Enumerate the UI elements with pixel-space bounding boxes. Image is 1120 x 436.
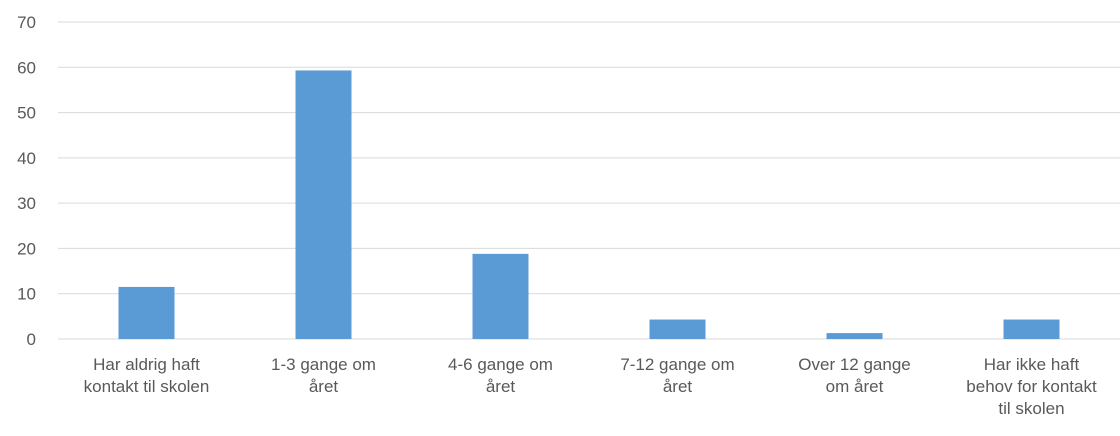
y-axis-tick-labels: 0 10 20 30 40 50 60 70 bbox=[17, 13, 36, 349]
x-category-label-line: Over 12 gange bbox=[798, 355, 910, 374]
x-category-label: Har aldrig haft kontakt til skolen bbox=[84, 355, 210, 396]
y-tick-label: 70 bbox=[17, 13, 36, 32]
x-category-label-line: 7-12 gange om bbox=[620, 355, 734, 374]
y-tick-label: 40 bbox=[17, 149, 36, 168]
x-category-label-line: året bbox=[663, 377, 693, 396]
bars bbox=[118, 70, 1060, 339]
x-category-label-line: 4-6 gange om bbox=[448, 355, 553, 374]
y-tick-label: 20 bbox=[17, 239, 36, 258]
x-category-label: 1-3 gange om året bbox=[271, 355, 376, 396]
gridlines bbox=[58, 21, 1120, 340]
x-category-label-line: 1-3 gange om bbox=[271, 355, 376, 374]
x-category-label: 7-12 gange om året bbox=[620, 355, 734, 396]
x-category-label-line: om året bbox=[826, 377, 884, 396]
y-tick-label: 50 bbox=[17, 104, 36, 123]
bar-6 bbox=[1003, 319, 1060, 339]
x-category-label: 4-6 gange om året bbox=[448, 355, 553, 396]
x-category-label-line: til skolen bbox=[998, 399, 1064, 418]
x-category-label-line: året bbox=[309, 377, 339, 396]
y-tick-label: 10 bbox=[17, 285, 36, 304]
x-category-label: Har ikke haft behov for kontakt til skolen bbox=[966, 355, 1097, 418]
x-category-label-line: Har aldrig haft bbox=[93, 355, 200, 374]
x-category-label: Over 12 gange om året bbox=[798, 355, 910, 396]
bar-5 bbox=[826, 333, 883, 339]
x-category-label-line: behov for kontakt bbox=[966, 377, 1097, 396]
bar-3 bbox=[472, 253, 529, 339]
y-tick-label: 60 bbox=[17, 58, 36, 77]
y-tick-label: 0 bbox=[27, 330, 36, 349]
bar-2 bbox=[295, 70, 352, 339]
y-tick-label: 30 bbox=[17, 194, 36, 213]
bar-4 bbox=[649, 319, 706, 339]
x-axis-category-labels: Har aldrig haft kontakt til skolen 1-3 gan… bbox=[84, 355, 1097, 418]
bar-1 bbox=[118, 286, 175, 339]
x-category-label-line: kontakt til skolen bbox=[84, 377, 210, 396]
x-category-label-line: året bbox=[486, 377, 516, 396]
x-category-label-line: Har ikke haft bbox=[984, 355, 1080, 374]
